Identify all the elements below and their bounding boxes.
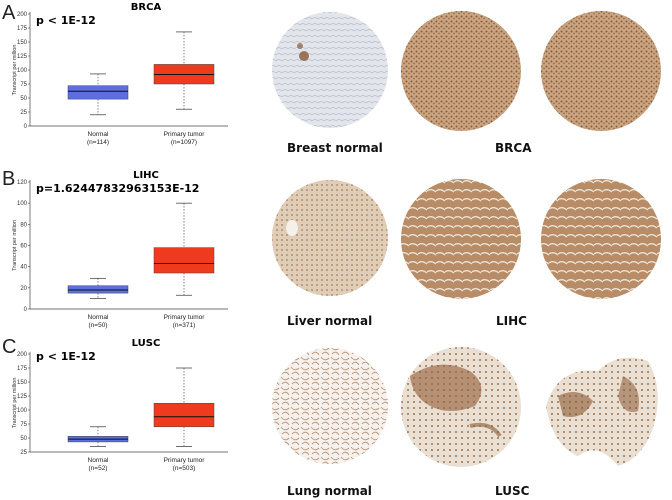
y-axis-label: Transcript per million bbox=[12, 378, 18, 429]
boxplot-brca: BRCA p < 1E-12 Transcript per million 0 25 50… bbox=[0, 0, 250, 165]
boxplot-lihc: LIHC p=1.62447832963153E-12 Transcript per… bbox=[0, 168, 250, 333]
panel-letter-b: B bbox=[2, 168, 16, 190]
y-tick-label: 175 bbox=[17, 26, 28, 32]
x-category-label: Normal bbox=[88, 131, 110, 138]
y-tick-label: 120 bbox=[17, 180, 28, 186]
p-value-label: p < 1E-12 bbox=[36, 14, 96, 27]
tissue-image-lusc-2 bbox=[538, 346, 666, 474]
y-axis-label: Transcript per million bbox=[12, 45, 18, 96]
p-value-label: p < 1E-12 bbox=[36, 350, 96, 363]
x-category-count: (n=371) bbox=[173, 322, 196, 329]
y-tick-label: 50 bbox=[20, 96, 27, 102]
x-category-label: Normal bbox=[88, 314, 110, 321]
boxplot-lusc: LUSC p < 1E-12 Transcript per million 25 50 7… bbox=[0, 336, 250, 500]
y-tick-label: 175 bbox=[17, 366, 28, 372]
box-1 bbox=[153, 247, 215, 274]
tissue-image-brca-1 bbox=[400, 10, 522, 132]
tissue-image-brca-2 bbox=[540, 10, 662, 132]
x-category-label: Primary tumor bbox=[164, 131, 206, 138]
x-category-label: Primary tumor bbox=[164, 314, 206, 321]
y-tick-label: 125 bbox=[17, 394, 28, 400]
y-tick-label: 60 bbox=[20, 244, 27, 250]
x-category-count: (n=52) bbox=[89, 465, 108, 472]
x-category-label: Primary tumor bbox=[164, 457, 206, 464]
caption-brca: BRCA bbox=[495, 141, 532, 155]
y-tick-label: 200 bbox=[17, 352, 28, 358]
caption-lung-normal: Lung normal bbox=[287, 484, 372, 498]
caption-liver-normal: Liver normal bbox=[287, 314, 373, 328]
tissue-image-lung-normal bbox=[270, 346, 390, 466]
chart-title: LIHC bbox=[133, 170, 159, 181]
caption-lihc: LIHC bbox=[496, 314, 527, 328]
chart-title: BRCA bbox=[131, 2, 162, 13]
y-tick-label: 0 bbox=[24, 124, 28, 130]
y-tick-label: 100 bbox=[17, 68, 28, 74]
chart-title: LUSC bbox=[132, 338, 161, 349]
y-tick-label: 25 bbox=[20, 110, 27, 116]
x-category-count: (n=503) bbox=[173, 465, 196, 472]
y-tick-label: 50 bbox=[20, 436, 27, 442]
y-tick-label: 100 bbox=[17, 408, 28, 414]
caption-lusc: LUSC bbox=[495, 484, 530, 498]
y-tick-label: 0 bbox=[24, 307, 28, 313]
tissue-image-liver-normal bbox=[270, 178, 390, 298]
panel-letter-c: C bbox=[2, 336, 17, 358]
boxplot-brca-svg: BRCA p < 1E-12 Transcript per million 0 25 50… bbox=[12, 2, 228, 146]
boxplot-lusc-svg: LUSC p < 1E-12 Transcript per million 25 50 7… bbox=[12, 338, 228, 472]
x-category-count: (n=1097) bbox=[171, 139, 197, 146]
y-tick-label: 100 bbox=[17, 201, 28, 207]
y-tick-label: 80 bbox=[20, 222, 27, 228]
y-tick-label: 150 bbox=[17, 380, 28, 386]
y-tick-label: 125 bbox=[17, 54, 28, 60]
y-tick-label: 75 bbox=[20, 82, 27, 88]
y-axis-label: Transcript per million bbox=[12, 220, 18, 271]
x-category-count: (n=50) bbox=[89, 322, 108, 329]
panel-letter-a: A bbox=[2, 2, 16, 24]
y-tick-label: 75 bbox=[20, 422, 27, 428]
y-tick-label: 200 bbox=[17, 12, 28, 18]
y-tick-label: 150 bbox=[17, 40, 28, 46]
tissue-image-lusc-1 bbox=[400, 346, 522, 468]
x-category-label: Normal bbox=[88, 457, 110, 464]
x-category-count: (n=114) bbox=[87, 139, 109, 146]
box-1 bbox=[153, 403, 215, 428]
y-tick-label: 40 bbox=[20, 265, 27, 271]
y-tick-label: 25 bbox=[20, 450, 27, 456]
tissue-image-lihc-1 bbox=[400, 178, 522, 300]
box-0 bbox=[67, 285, 129, 294]
tissue-image-lihc-2 bbox=[540, 178, 662, 300]
tissue-image-breast-normal bbox=[270, 10, 390, 130]
p-value-label: p=1.62447832963153E-12 bbox=[36, 182, 199, 195]
caption-breast-normal: Breast normal bbox=[287, 141, 383, 155]
box-0 bbox=[67, 85, 129, 100]
y-tick-label: 20 bbox=[20, 286, 27, 292]
